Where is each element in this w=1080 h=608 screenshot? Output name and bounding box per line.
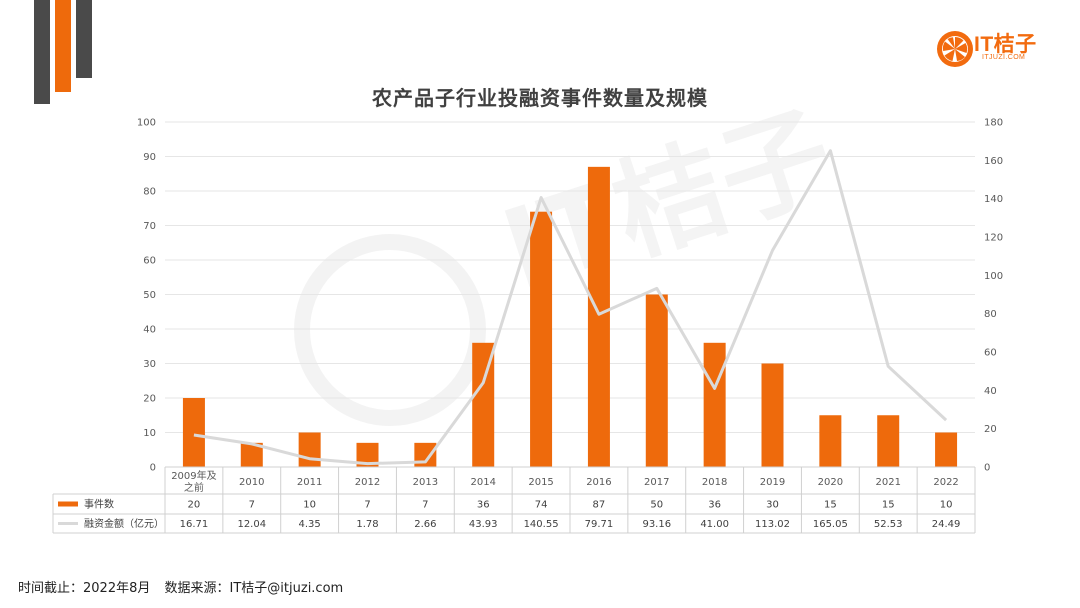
legend-label-bar: 事件数 (84, 498, 114, 511)
data-label-financing-amount: 140.55 (524, 519, 559, 530)
legend-swatch-bar (58, 501, 78, 507)
brand-domain: ITJUZI.COM (982, 54, 1026, 61)
decor-bar-dark-right (76, 0, 92, 78)
legend-label-line: 融资金额（亿元） (84, 517, 164, 530)
data-label-event-count: 15 (882, 500, 895, 511)
watermark-orange-icon (294, 234, 486, 426)
orange-slice-icon (937, 31, 973, 67)
data-label-event-count: 7 (249, 500, 255, 511)
brand-name: IT桔子 (974, 33, 1037, 56)
data-label-event-count: 87 (593, 500, 606, 511)
y-tick-right: 0 (984, 463, 990, 474)
bar-event-count (298, 432, 321, 467)
data-label-financing-amount: 52.53 (874, 519, 903, 530)
cutoff-label: 时间截止： (18, 581, 84, 596)
y-tick-right: 180 (984, 118, 1003, 129)
data-label-financing-amount: 12.04 (237, 519, 266, 530)
data-label-event-count: 7 (364, 500, 370, 511)
bar-event-count (240, 442, 263, 467)
bar-event-count (472, 342, 495, 467)
y-tick-left: 80 (143, 187, 156, 198)
x-tick-label: 2014 (470, 477, 495, 488)
data-label-event-count: 7 (422, 500, 428, 511)
y-tick-right: 160 (984, 156, 1003, 167)
y-tick-left: 90 (143, 152, 156, 163)
data-label-event-count: 10 (303, 500, 316, 511)
data-label-financing-amount: 4.35 (299, 519, 321, 530)
x-tick-label: 2012 (355, 477, 380, 488)
y-tick-right: 140 (984, 194, 1003, 205)
x-tick-label: 2013 (413, 477, 438, 488)
data-label-event-count: 15 (824, 500, 837, 511)
bar-event-count (182, 398, 205, 467)
x-tick-label: 2022 (933, 477, 958, 488)
data-label-financing-amount: 24.49 (932, 519, 961, 530)
x-tick-label: 2021 (875, 477, 900, 488)
data-label-event-count: 20 (188, 500, 201, 511)
y-tick-right: 80 (984, 309, 997, 320)
footnote: 时间截止：2022年8月 数据来源：IT桔子@itjuzi.com (18, 577, 343, 596)
bar-event-count (877, 415, 900, 467)
data-label-financing-amount: 113.02 (755, 519, 790, 530)
y-tick-left: 30 (143, 359, 156, 370)
y-tick-left: 20 (143, 394, 156, 405)
y-tick-right: 20 (984, 424, 997, 435)
x-tick-label: 2009年及之前 (171, 469, 216, 494)
x-tick-label: 2020 (818, 477, 843, 488)
data-label-event-count: 74 (535, 500, 548, 511)
y-tick-left: 100 (137, 118, 156, 129)
y-tick-left: 40 (143, 325, 156, 336)
line-financing-amount (193, 149, 948, 466)
y-tick-left: 50 (143, 290, 156, 301)
data-label-financing-amount: 165.05 (813, 519, 848, 530)
bar-event-count (819, 415, 842, 467)
data-label-event-count: 50 (650, 500, 663, 511)
x-tick-label: 2019 (760, 477, 785, 488)
y-tick-right: 100 (984, 271, 1003, 282)
decor-bar-dark-left (34, 0, 50, 104)
data-label-event-count: 10 (940, 500, 953, 511)
bar-event-count (530, 211, 553, 467)
data-label-event-count: 36 (708, 500, 721, 511)
decor-bar-orange (55, 0, 71, 92)
x-tick-label: 2017 (644, 477, 669, 488)
bar-event-count (645, 294, 668, 467)
data-label-financing-amount: 93.16 (642, 519, 671, 530)
chart-title: 农产品子行业投融资事件数量及规模 (372, 86, 708, 110)
data-label-financing-amount: 41.00 (700, 519, 729, 530)
x-tick-label: 2015 (528, 477, 553, 488)
bar-event-count (356, 442, 379, 467)
data-label-financing-amount: 1.78 (356, 519, 378, 530)
bar-event-count (761, 363, 784, 467)
data-label-event-count: 30 (766, 500, 779, 511)
x-tick-label: 2010 (239, 477, 264, 488)
brand-logo (936, 26, 1056, 70)
x-tick-label: 2016 (586, 477, 611, 488)
y-tick-left: 60 (143, 256, 156, 267)
source-label: 数据来源： (164, 581, 230, 596)
x-tick-label: 2018 (702, 477, 727, 488)
data-label-financing-amount: 43.93 (469, 519, 498, 530)
data-label-financing-amount: 79.71 (585, 519, 614, 530)
data-label-financing-amount: 2.66 (414, 519, 436, 530)
source-value: IT桔子@itjuzi.com (229, 581, 344, 596)
data-label-financing-amount: 16.71 (180, 519, 209, 530)
cutoff-value: 2022年8月 (83, 581, 151, 596)
y-tick-left: 0 (150, 463, 156, 474)
x-tick-label: 2011 (297, 477, 322, 488)
y-tick-right: 40 (984, 386, 997, 397)
y-tick-left: 70 (143, 221, 156, 232)
bar-event-count (703, 342, 726, 467)
chart: IT桔子 01020304050607080901000204060801001… (52, 89, 1003, 534)
y-tick-right: 120 (984, 233, 1003, 244)
data-label-event-count: 36 (477, 500, 490, 511)
y-tick-left: 10 (143, 428, 156, 439)
y-tick-right: 60 (984, 348, 997, 359)
bar-event-count (587, 166, 610, 467)
bar-event-count (935, 432, 958, 467)
